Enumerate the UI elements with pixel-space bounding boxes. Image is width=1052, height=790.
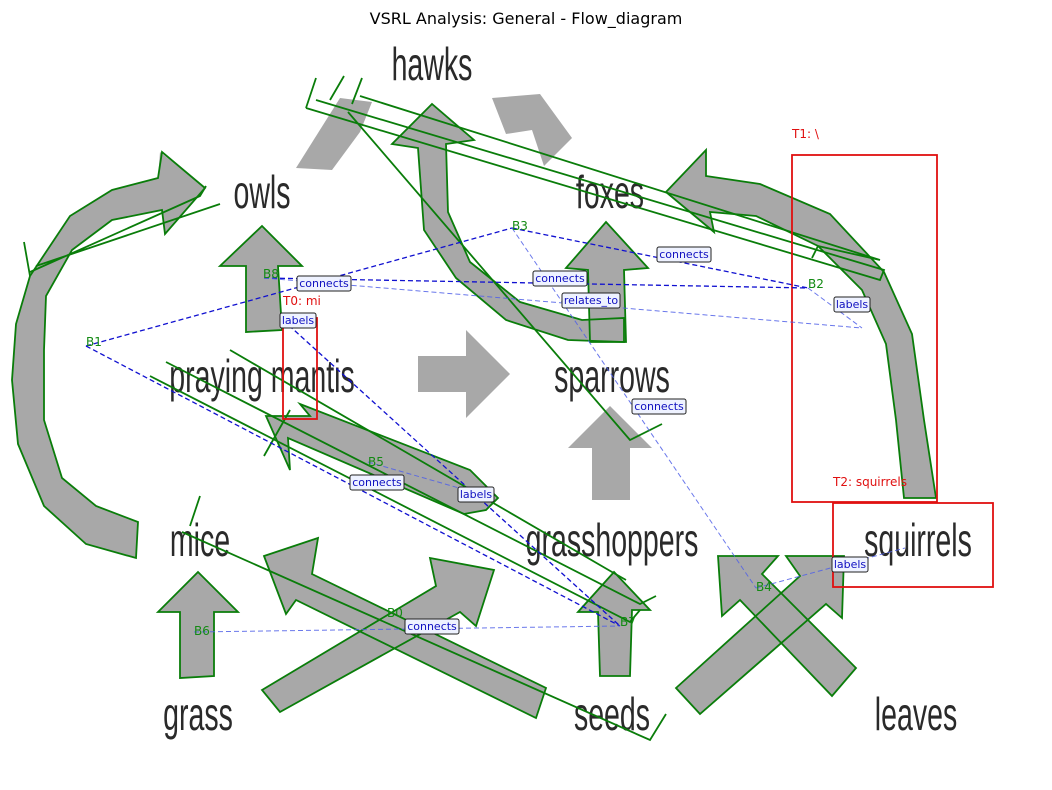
blob-label-b2: B2 (808, 277, 824, 291)
blob-outline-b7 (575, 570, 653, 677)
relation-label-r9: connects (631, 398, 687, 415)
text-label-t1: T1: \ (791, 127, 820, 141)
relation-label-r1: connects (296, 275, 352, 292)
relation-labels: connects connects labels connects labels… (279, 246, 871, 635)
arrow-grasshoppers-to-sparrows-lower (568, 406, 652, 500)
word-grass: grass (163, 689, 233, 741)
figure-title: VSRL Analysis: General - Flow_diagram (370, 9, 683, 29)
food-web-words: hawks owls foxes praying mantis sparrows… (163, 39, 972, 741)
relation-line-b4-t2 (755, 547, 906, 589)
blob-outline-b1 (11, 150, 207, 560)
arrow-sparrows-to-hawks (392, 104, 624, 342)
text-label-t0: T0: mi (282, 294, 321, 308)
relation-text-r11: connects (407, 620, 457, 633)
blob-outline-b8 (217, 224, 305, 333)
relation-text-r6: connects (659, 248, 709, 261)
blob-label-b6: B6 (194, 624, 210, 638)
text-boxes: T0: mi T1: \ T2: squirrels (282, 127, 994, 588)
blob-outline-b5 (264, 401, 500, 515)
relation-text-r7: relates_to (564, 294, 618, 307)
arrow-squirrels-to-foxes (666, 150, 936, 498)
word-squirrels: squirrels (864, 515, 972, 567)
relation-text-r3: labels (282, 314, 315, 327)
blob-outline-b6 (155, 570, 241, 679)
relation-label-r11: connects (404, 618, 460, 635)
blob-outline-hawks-band (23, 75, 886, 282)
word-leaves: leaves (875, 689, 957, 741)
food-web-arrows (12, 94, 936, 718)
relation-text-r1: connects (299, 277, 349, 290)
relation-label-r5: labels (457, 486, 495, 503)
arrow-leaves-to-squirrels-right (676, 556, 844, 714)
arrow-grasshoppers-to-sparrows (566, 222, 648, 342)
blob-labels: B0 B1 B2 B3 B4 B5 B6 B7 B8 (86, 219, 824, 638)
blob-label-b0: B0 (387, 606, 403, 620)
blob-outline-sparrows-up (564, 220, 650, 343)
word-seeds: seeds (574, 689, 650, 741)
word-praying-mantis: praying mantis (169, 351, 354, 403)
relation-line-b6-b7 (193, 625, 621, 633)
relation-line-b1-b7 (85, 345, 621, 627)
relation-label-r3: labels (279, 312, 317, 329)
word-hawks: hawks (392, 39, 473, 91)
blob-label-b8: B8 (263, 267, 279, 281)
blob-outline-diagonal-links (149, 111, 667, 742)
relation-line-t0-b7 (282, 319, 621, 627)
blob-outline-b2 (664, 147, 938, 499)
word-owls: owls (233, 167, 290, 219)
relation-line-b3-b2 (511, 227, 809, 289)
arrow-grass-to-mice (158, 572, 238, 678)
relation-line-b1-b3 (85, 227, 513, 347)
text-label-t2: T2: squirrels (832, 475, 907, 489)
relation-label-r8: labels (833, 296, 871, 313)
relation-label-r2: connects (532, 270, 588, 287)
relation-label-r4: connects (349, 474, 405, 491)
blob-outline-b3 (390, 102, 625, 343)
arrow-mantis-to-hawks (296, 98, 372, 170)
blob-outline-b0-right (260, 556, 496, 714)
blob-outline-b0-left (262, 536, 548, 720)
relation-text-r2: connects (535, 272, 585, 285)
relation-label-r6: connects (656, 246, 712, 263)
relation-label-r7: relates_to (561, 292, 621, 309)
arrow-mantis-to-owls (12, 152, 205, 558)
word-sparrows: sparrows (554, 351, 670, 403)
text-box-t2 (832, 502, 994, 588)
arrow-mice-to-owls (220, 226, 302, 332)
relation-text-r9: connects (634, 400, 684, 413)
blob-label-b7: B7 (620, 615, 636, 629)
arrow-mantis-to-sparrows (418, 330, 510, 418)
relation-text-r4: connects (352, 476, 402, 489)
blob-label-b3: B3 (512, 219, 528, 233)
relation-text-r8: labels (836, 298, 869, 311)
word-grasshoppers: grasshoppers (526, 515, 699, 567)
arrow-foxes-to-hawks (492, 94, 572, 166)
blob-label-b5: B5 (368, 455, 384, 469)
relation-text-r5: labels (460, 488, 493, 501)
relation-text-r10: labels (834, 558, 867, 571)
blob-label-b4: B4 (756, 580, 772, 594)
blob-label-b1: B1 (86, 335, 102, 349)
arrow-seeds-to-grasshoppers (578, 572, 650, 676)
relation-label-r10: labels (831, 556, 869, 573)
arrow-grasshoppers-to-mantis (266, 404, 498, 514)
text-box-t1 (791, 154, 938, 503)
